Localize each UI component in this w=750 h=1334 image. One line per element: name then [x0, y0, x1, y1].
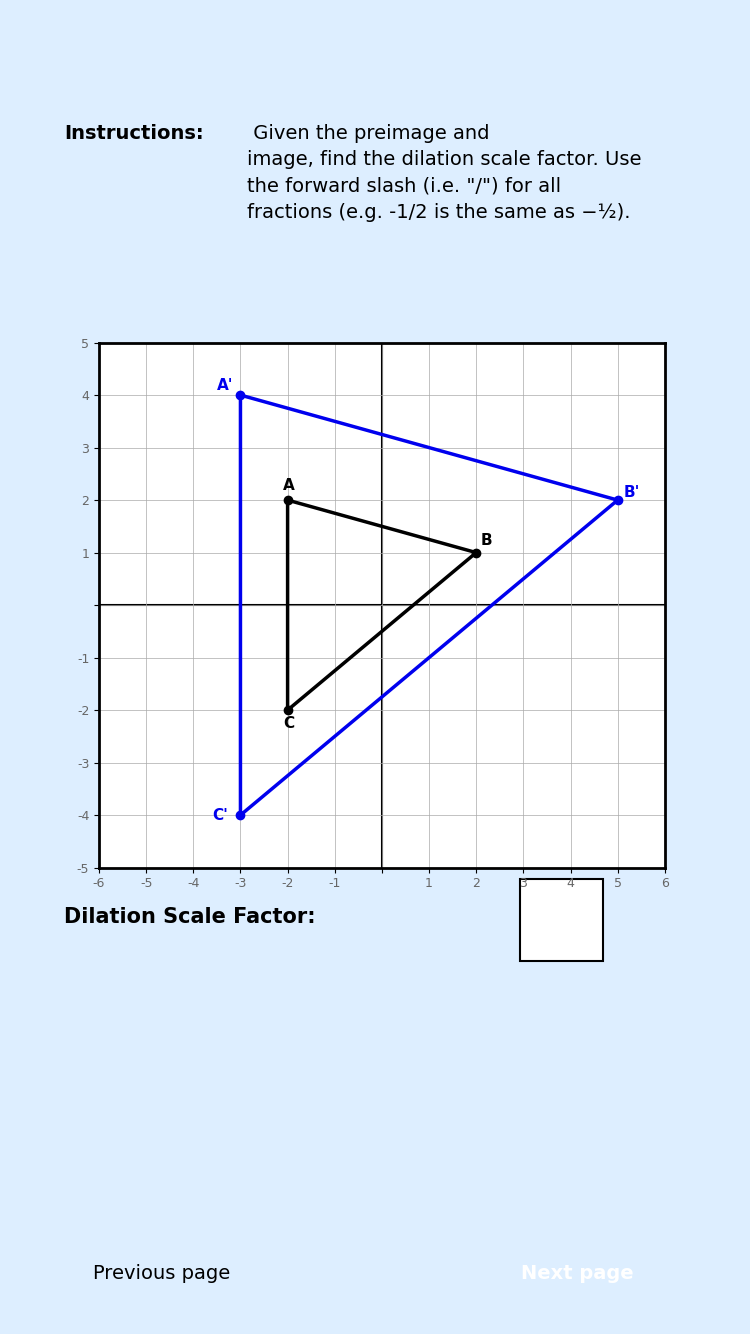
Text: Dilation Scale Factor:: Dilation Scale Factor:: [64, 907, 316, 927]
Text: C': C': [212, 808, 228, 823]
Text: C: C: [283, 716, 294, 731]
Text: Given the preimage and
image, find the dilation scale factor. Use
the forward sl: Given the preimage and image, find the d…: [248, 124, 642, 223]
Text: B': B': [623, 486, 640, 500]
Text: Next page: Next page: [521, 1265, 634, 1283]
Text: Instructions:: Instructions:: [64, 124, 204, 143]
FancyBboxPatch shape: [520, 879, 603, 960]
Text: B: B: [481, 532, 493, 548]
Text: A': A': [217, 378, 233, 392]
Text: A: A: [283, 478, 295, 492]
Text: Previous page: Previous page: [92, 1265, 230, 1283]
